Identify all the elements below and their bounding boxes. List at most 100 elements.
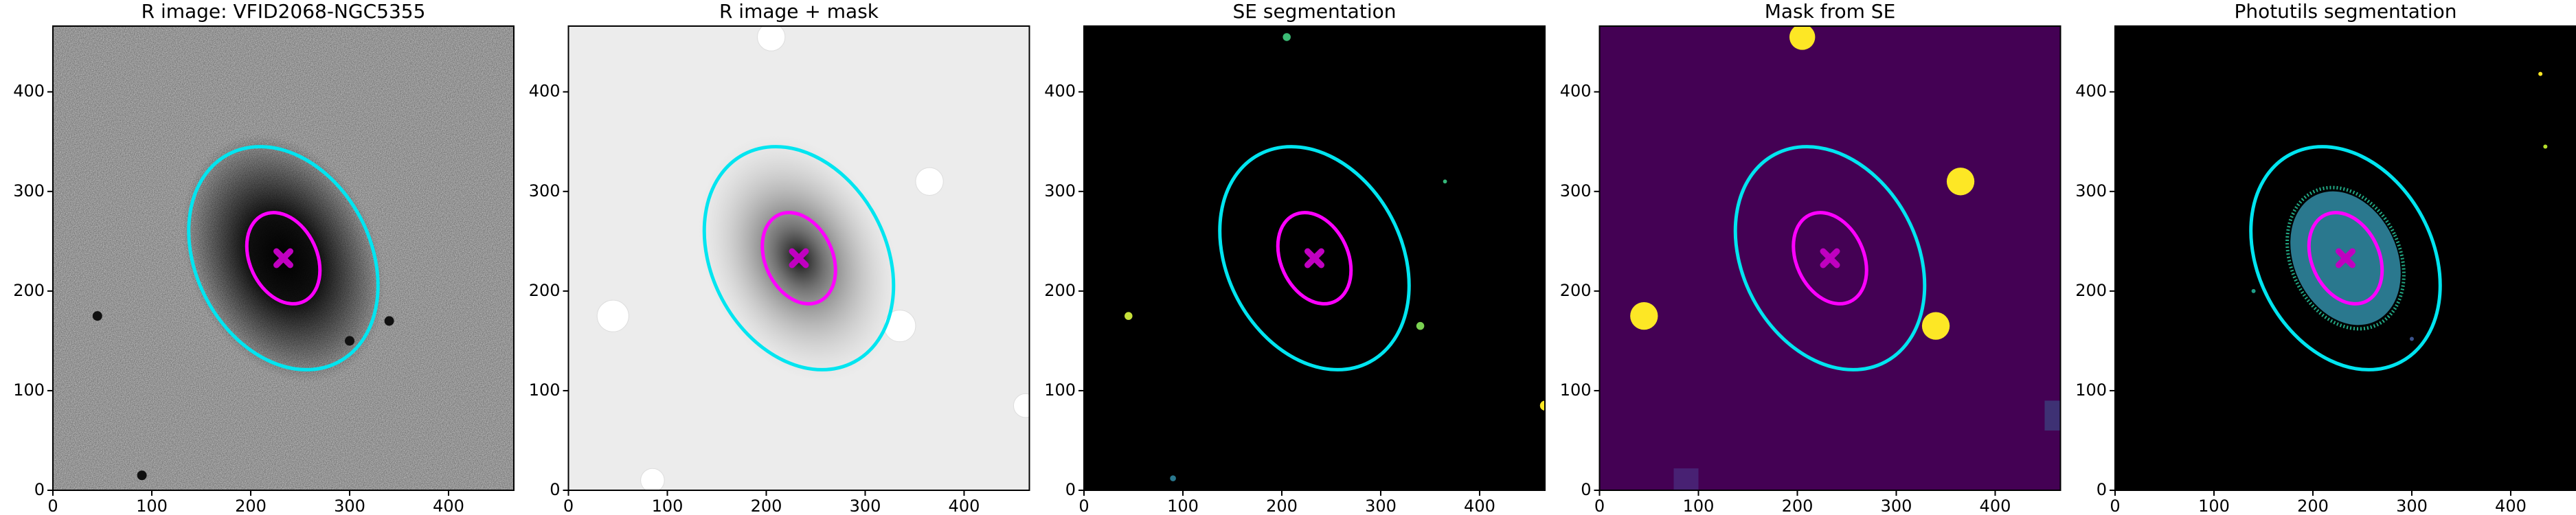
x-tick-label: 0 [563, 496, 574, 515]
x-tick-label: 0 [2110, 496, 2120, 515]
y-tick-label: 0 [2097, 480, 2107, 499]
x-tick-label: 400 [949, 496, 980, 515]
axes-frame [1598, 25, 2061, 491]
panel-title: R image: VFID2068-NGC5355 [142, 0, 426, 23]
y-tick-label: 200 [2075, 281, 2107, 300]
panel [568, 26, 1030, 490]
outer-ellipse [1733, 145, 1927, 371]
segment [1539, 400, 1545, 411]
x-tick-label: 100 [1167, 496, 1199, 515]
inner-ellipse [760, 211, 837, 306]
x-tick-label: 300 [1881, 496, 1912, 515]
center-marker [789, 248, 809, 268]
x-tick-label: 300 [2396, 496, 2428, 515]
segment [1416, 321, 1425, 330]
y-tick-label: 200 [529, 281, 561, 300]
x-tick-label: 400 [1464, 496, 1495, 515]
y-tick-label: 400 [1044, 82, 1076, 101]
x-tick-label: 0 [1594, 496, 1605, 515]
segment [2538, 71, 2543, 76]
y-tick-label: 400 [1560, 82, 1592, 101]
center-marker [1820, 248, 1840, 268]
panel [53, 26, 514, 490]
star [384, 316, 394, 326]
masked-object [1921, 312, 1950, 340]
inner-ellipse [245, 211, 322, 306]
y-tick-label: 300 [1560, 181, 1592, 201]
masked-object [1789, 26, 1816, 50]
x-tick-label: 100 [2198, 496, 2230, 515]
masked-region [2044, 400, 2061, 431]
segment [2543, 144, 2548, 149]
x-tick-label: 100 [1683, 496, 1715, 515]
y-tick-label: 400 [529, 82, 561, 101]
segment [2409, 336, 2414, 341]
outer-ellipse [1218, 145, 1411, 371]
segment [2251, 288, 2256, 293]
y-tick-label: 100 [1044, 380, 1076, 400]
axes-frame [567, 25, 1030, 491]
x-tick-label: 300 [850, 496, 881, 515]
outer-ellipse [187, 145, 380, 371]
y-tick-label: 0 [1065, 480, 1076, 499]
axes-frame [1083, 25, 1546, 491]
y-tick-label: 100 [529, 380, 561, 400]
segment [1170, 475, 1176, 481]
x-tick-label: 400 [1980, 496, 2011, 515]
y-tick-label: 100 [1560, 380, 1592, 400]
x-tick-label: 300 [334, 496, 365, 515]
y-tick-label: 400 [2075, 82, 2107, 101]
panel-title: SE segmentation [1233, 0, 1397, 23]
y-tick-label: 0 [550, 480, 560, 499]
segment [1125, 312, 1133, 320]
star [137, 470, 147, 481]
axes-frame [2114, 25, 2576, 491]
star [92, 311, 102, 321]
y-tick-label: 400 [13, 82, 45, 101]
x-tick-label: 200 [751, 496, 782, 515]
panel [1084, 26, 1545, 490]
axes-frame [52, 25, 515, 491]
y-tick-label: 300 [13, 181, 45, 201]
x-tick-label: 300 [1365, 496, 1397, 515]
masked-object [1630, 301, 1658, 330]
x-tick-label: 100 [652, 496, 683, 515]
mask-hole [1013, 393, 1030, 418]
x-tick-label: 0 [47, 496, 58, 515]
panel-title: R image + mask [719, 0, 879, 23]
y-tick-label: 0 [34, 480, 45, 499]
x-tick-label: 200 [2297, 496, 2329, 515]
x-tick-label: 200 [1782, 496, 1814, 515]
panel-title: Photutils segmentation [2234, 0, 2456, 23]
segment [1283, 33, 1291, 41]
y-tick-label: 0 [1581, 480, 1591, 499]
masked-object [1946, 168, 1975, 196]
x-tick-label: 0 [1078, 496, 1089, 515]
x-tick-label: 100 [136, 496, 168, 515]
center-marker [273, 248, 293, 268]
center-marker [2336, 248, 2355, 268]
x-tick-label: 400 [433, 496, 464, 515]
y-tick-label: 100 [2075, 380, 2107, 400]
star [344, 336, 354, 346]
masked-region [1673, 468, 1699, 490]
x-tick-label: 200 [235, 496, 267, 515]
panel [2115, 26, 2576, 490]
y-tick-label: 300 [1044, 181, 1076, 201]
y-tick-label: 300 [529, 181, 561, 201]
y-tick-label: 100 [13, 380, 45, 400]
y-tick-label: 200 [1044, 281, 1076, 300]
mask-hole [883, 310, 916, 343]
y-tick-label: 300 [2075, 181, 2107, 201]
inner-ellipse [1792, 211, 1868, 306]
panel-title: Mask from SE [1765, 0, 1896, 23]
outer-ellipse [702, 145, 896, 371]
inner-ellipse [2307, 211, 2384, 306]
y-tick-label: 200 [13, 281, 45, 300]
x-tick-label: 200 [1266, 496, 1298, 515]
mask-hole [915, 167, 944, 196]
y-tick-label: 200 [1560, 281, 1592, 300]
x-tick-label: 400 [2495, 496, 2527, 515]
mask-hole [596, 299, 629, 332]
